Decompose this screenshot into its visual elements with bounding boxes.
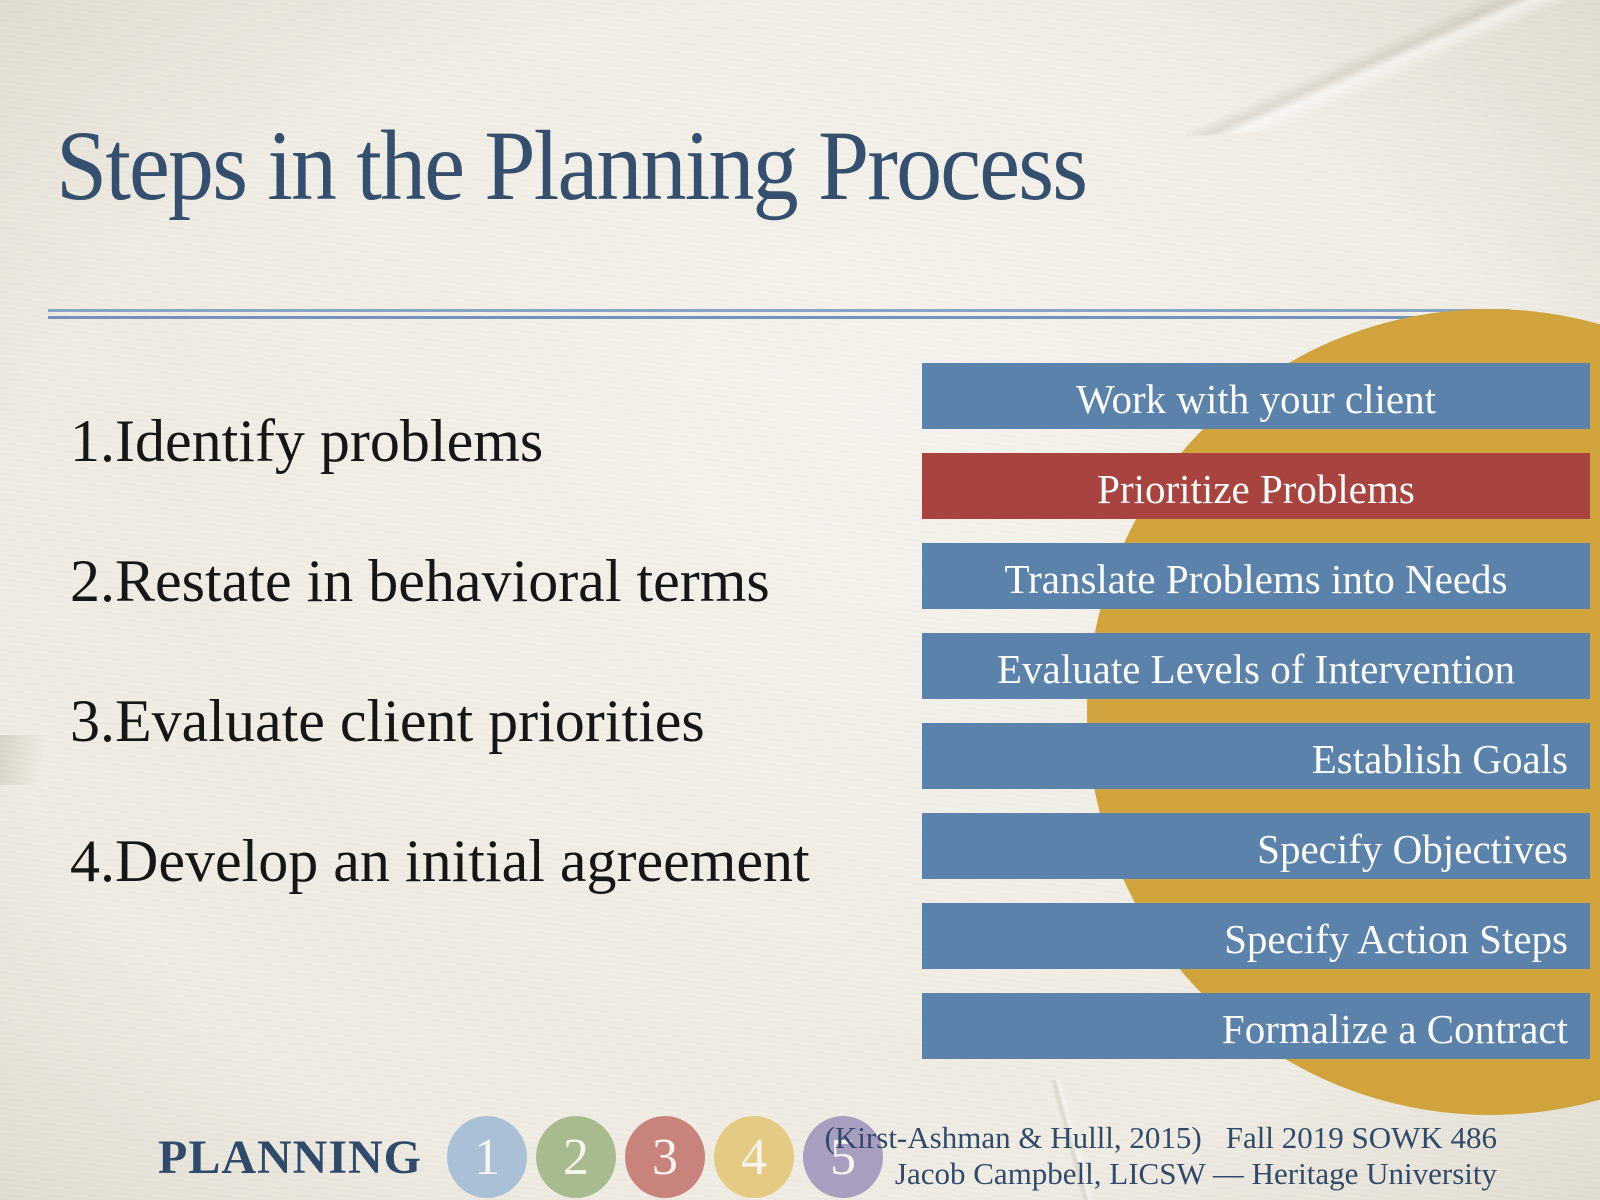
footer-credits-line1: (Kirst-Ashman & Hulll, 2015) Fall 2019 SO… xyxy=(825,1120,1497,1156)
process-bar-label: Work with your client xyxy=(1076,376,1436,422)
step-indicator-number: 1 xyxy=(474,1128,501,1186)
step-indicator-2: 2 xyxy=(536,1116,617,1198)
list-item-4: 4.Develop an initial agreement xyxy=(70,826,810,896)
footer-credits: (Kirst-Ashman & Hulll, 2015) Fall 2019 SO… xyxy=(825,1120,1497,1192)
citation-text: (Kirst-Ashman & Hulll, 2015) xyxy=(824,1120,1202,1155)
list-item-number: 1. xyxy=(70,408,115,474)
process-bar-prioritize-problems: Prioritize Problems xyxy=(922,453,1590,519)
process-bar-translate-problems: Translate Problems into Needs xyxy=(922,543,1590,609)
list-item-1: 1.Identify problems xyxy=(70,406,810,476)
slide-title: Steps in the Planning Process xyxy=(56,110,1088,221)
steps-list: 1.Identify problems 2.Restate in behavio… xyxy=(70,406,810,966)
course-label: Fall 2019 SOWK 486 xyxy=(1225,1120,1497,1155)
step-indicator-number: 4 xyxy=(741,1128,768,1186)
step-indicator-number: 3 xyxy=(652,1128,679,1186)
list-item-2: 2.Restate in behavioral terms xyxy=(70,546,810,616)
process-bar-label: Prioritize Problems xyxy=(1097,466,1415,512)
list-item-3: 3.Evaluate client priorities xyxy=(70,686,810,756)
list-item-text: Identify problems xyxy=(115,408,544,474)
process-bar-specify-action-steps: Specify Action Steps xyxy=(922,903,1590,969)
process-bar-label: Specify Action Steps xyxy=(1224,916,1568,962)
process-bars: Work with your client Prioritize Problem… xyxy=(922,363,1590,1083)
list-item-text: Evaluate client priorities xyxy=(115,688,705,754)
process-bar-label: Translate Problems into Needs xyxy=(1004,556,1508,602)
footer-section-nav: PLANNING 1 2 3 4 5 xyxy=(158,1116,884,1198)
process-bar-label: Establish Goals xyxy=(1311,736,1568,782)
process-bar-evaluate-levels: Evaluate Levels of Intervention xyxy=(922,633,1590,699)
process-bar-work-with-client: Work with your client xyxy=(922,363,1590,429)
list-item-text: Develop an initial agreement xyxy=(115,828,810,894)
step-indicator-number: 5 xyxy=(830,1128,857,1186)
step-indicator-1: 1 xyxy=(447,1116,528,1198)
paper-crease-left-edge xyxy=(0,735,64,785)
step-indicator-5: 5 xyxy=(803,1116,884,1198)
process-bar-label: Specify Objectives xyxy=(1257,826,1568,872)
list-item-text: Restate in behavioral terms xyxy=(115,548,770,614)
author-line: Jacob Campbell, LICSW — Heritage Univers… xyxy=(894,1156,1497,1191)
step-indicator-number: 2 xyxy=(563,1128,590,1186)
list-item-number: 2. xyxy=(70,548,115,614)
process-bar-label: Formalize a Contract xyxy=(1221,1006,1568,1052)
process-bar-establish-goals: Establish Goals xyxy=(922,723,1590,789)
step-indicator-3: 3 xyxy=(625,1116,706,1198)
footer-section-label: PLANNING xyxy=(158,1130,423,1184)
process-bar-label: Evaluate Levels of Intervention xyxy=(997,646,1515,692)
process-bar-formalize-contract: Formalize a Contract xyxy=(922,993,1590,1059)
step-indicator-4: 4 xyxy=(714,1116,795,1198)
paper-crease-top-right xyxy=(1175,0,1600,137)
process-bar-specify-objectives: Specify Objectives xyxy=(922,813,1590,879)
list-item-number: 4. xyxy=(70,828,115,894)
list-item-number: 3. xyxy=(70,688,115,754)
title-underline-rule xyxy=(48,309,1510,319)
